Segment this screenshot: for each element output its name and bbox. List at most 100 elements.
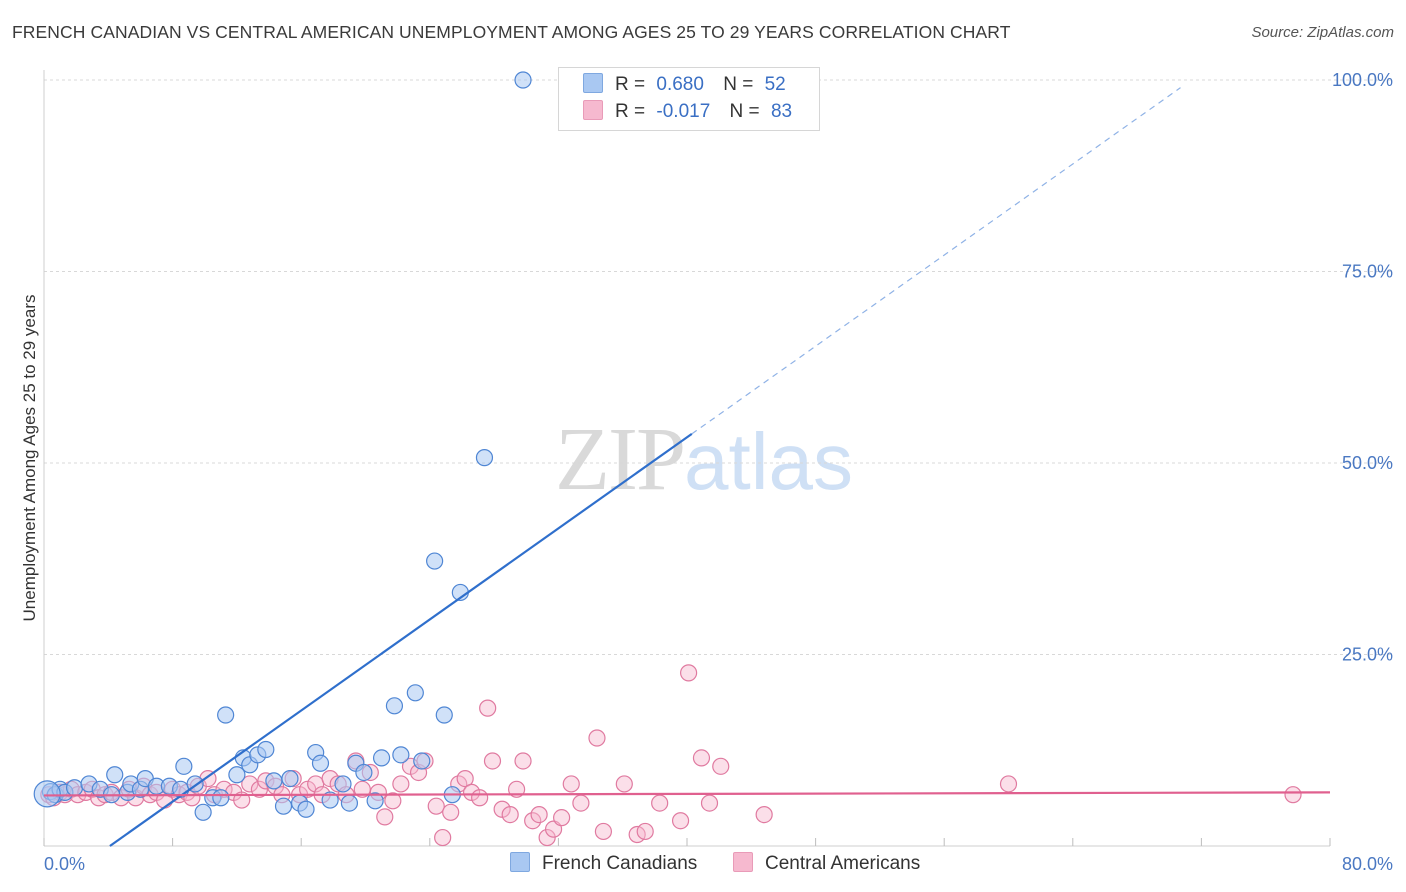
central-americans-trend-line (43, 791, 1331, 797)
central-americans-point (353, 780, 371, 798)
french-canadians-points (33, 71, 613, 821)
legend-r-value: 0.680 (656, 74, 704, 95)
legend-n-label: N = (729, 101, 760, 122)
y-tick-labels: 25.0% 50.0% 75.0% 100.0% (1332, 70, 1393, 665)
x-tick-labels: 0.0% 80.0% (44, 854, 1393, 874)
legend-swatch-blue (583, 73, 603, 93)
french-canadians-point (265, 772, 283, 790)
central-americans-point (755, 805, 773, 824)
french-canadians-point (435, 706, 453, 724)
central-americans-point (594, 822, 613, 841)
french-canadians-point (228, 766, 246, 784)
french-canadians-point (514, 71, 532, 89)
central-americans-point (456, 769, 474, 788)
french-canadians-point (217, 706, 235, 724)
source-label: Source: ZipAtlas.com (1251, 24, 1394, 41)
central-americans-point (671, 812, 690, 830)
series-legend-central-americans[interactable]: Central Americans (733, 852, 920, 875)
french-canadians-trend-extension (691, 87, 1181, 435)
central-americans-point (514, 752, 532, 770)
french-canadians-trend-line (109, 432, 693, 847)
legend-row-central-americans: R = -0.017 N = 83 (583, 100, 792, 126)
correlation-legend: R = 0.680 N = 52 R = -0.017 N = 83 (558, 67, 820, 131)
watermark: ZIPatlas (555, 408, 853, 511)
central-americans-point (1284, 786, 1302, 804)
series-legend-french-canadians[interactable]: French Canadians (510, 852, 697, 875)
central-americans-point (434, 828, 452, 847)
legend-swatch-pink (583, 100, 603, 120)
french-canadians-point (366, 792, 384, 810)
french-canadians-point (355, 763, 373, 782)
legend-row-french-canadians: R = 0.680 N = 52 (583, 73, 786, 99)
french-canadians-point (372, 749, 391, 767)
french-canadians-point (33, 780, 61, 808)
central-americans-point (588, 729, 606, 747)
chart-title: FRENCH CANADIAN VS CENTRAL AMERICAN UNEM… (12, 22, 1011, 42)
central-americans-point (562, 775, 580, 793)
central-americans-point (241, 775, 259, 793)
watermark-atlas: atlas (684, 417, 853, 506)
french-canadians-point (311, 754, 330, 772)
french-canadians-point (194, 803, 212, 821)
legend-n-value: 83 (770, 101, 793, 122)
french-canadians-point (297, 800, 315, 818)
series-label: French Canadians (542, 853, 698, 874)
central-americans-point (376, 808, 394, 826)
y-tick-label: 75.0% (1342, 262, 1393, 282)
x-tick-label: 0.0% (44, 854, 85, 874)
french-canadians-point (281, 769, 299, 788)
series-legend: French Canadians Central Americans (0, 852, 1406, 878)
central-americans-point (999, 775, 1018, 793)
central-americans-point (636, 822, 654, 841)
french-canadians-point (257, 740, 275, 759)
central-americans-point (501, 805, 519, 824)
french-canadians-point (392, 746, 410, 764)
central-americans-point (442, 803, 460, 821)
central-americans-point (651, 794, 669, 812)
central-americans-point (615, 775, 633, 793)
french-canadians-point (106, 766, 124, 784)
y-axis-label: Unemployment Among Ages 25 to 29 years (20, 295, 39, 622)
central-americans-point (427, 797, 445, 815)
legend-n-label: N = (723, 74, 754, 95)
x-tick-label: 80.0% (1342, 854, 1393, 874)
central-americans-point (384, 792, 402, 810)
central-americans-point (530, 805, 548, 824)
french-canadians-point (385, 697, 404, 715)
central-americans-point (483, 752, 502, 770)
french-canadians-point (406, 684, 424, 702)
french-canadians-point (274, 797, 293, 815)
series-swatch-pink (733, 852, 753, 872)
legend-r-label: R = (615, 74, 646, 95)
y-tick-label: 25.0% (1342, 645, 1393, 665)
central-americans-point (700, 794, 719, 812)
legend-n-value: 52 (764, 74, 786, 95)
french-canadians-point (321, 791, 339, 809)
x-ticks (43, 838, 1331, 846)
french-canadians-point (212, 789, 230, 807)
central-americans-point (471, 789, 489, 807)
central-americans-point (553, 809, 571, 827)
central-americans-point (692, 749, 711, 767)
central-americans-point (392, 775, 410, 793)
central-americans-point (572, 794, 590, 812)
series-label: Central Americans (765, 853, 921, 874)
y-tick-label: 50.0% (1342, 453, 1393, 473)
french-canadians-point (65, 779, 84, 797)
y-tick-label: 100.0% (1332, 70, 1393, 90)
series-swatch-blue (510, 852, 530, 872)
central-americans-point (712, 757, 730, 775)
french-canadians-point (175, 757, 193, 775)
trend-lines (43, 87, 1331, 847)
french-canadians-point (413, 752, 431, 770)
french-canadians-point (334, 775, 352, 793)
central-americans-point (524, 812, 542, 830)
gridlines (44, 79, 1392, 655)
legend-r-value: -0.017 (656, 101, 711, 122)
legend-r-label: R = (615, 101, 646, 122)
french-canadians-point (340, 794, 359, 812)
french-canadians-point (426, 552, 444, 570)
central-americans-point (680, 664, 698, 682)
central-americans-point (479, 699, 497, 717)
